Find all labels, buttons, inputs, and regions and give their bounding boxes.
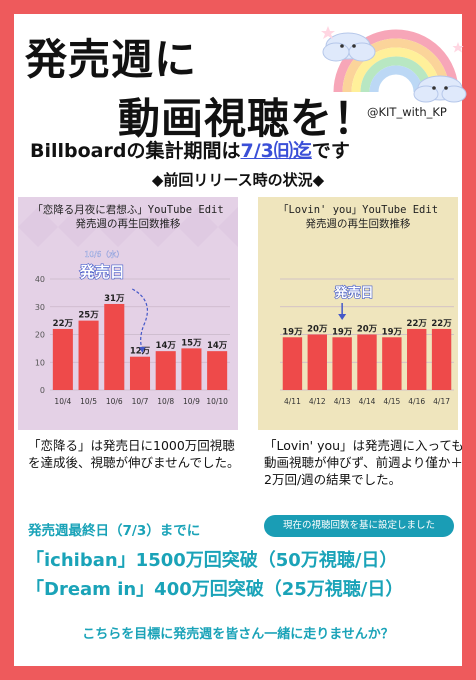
x-tick-label: 10/7 [132, 397, 149, 406]
description-left: 「恋降る」は発売日に1000万回視聴を達成後、視聴が伸びませんでした。 [28, 438, 240, 470]
billboard-prefix: Billboardの集計期間は [30, 140, 241, 162]
x-tick-label: 10/10 [206, 397, 228, 406]
title-line-2: 動画視聴を！ [118, 94, 377, 143]
footer-call-to-action: こちらを目標に発売週を皆さん一緒に走りませんか？ [82, 627, 394, 642]
annotation-release-day: 発売日 [79, 263, 125, 281]
bar-value-label: 14万 [156, 341, 177, 351]
chart-plot-2: 19万 4/11 20万 4/12 19万 4/13 20万 4/14 19万 4/15 22万 4/… [280, 278, 454, 406]
chart-subtitle-2: 発売週の再生回数推移 [305, 218, 411, 230]
diamond-pattern [18, 197, 238, 430]
goal-note-badge: 現在の視聴回数を基に設定しました [264, 515, 454, 537]
arrow-down-icon [338, 314, 347, 320]
previous-release-heading: ◆前回リリース時の状況◆ [151, 171, 325, 189]
y-tick-label: 30 [35, 303, 45, 312]
bar-value-label: 15万 [181, 338, 202, 348]
bar [307, 334, 327, 390]
annotation-release-day: 発売日 [334, 285, 374, 301]
x-tick-label: 10/6 [106, 397, 123, 406]
billboard-period: Billboardの集計期間は7/3㈰迄です [30, 136, 350, 163]
x-tick-label: 4/17 [433, 397, 450, 406]
bar-value-label: 20万 [357, 325, 378, 335]
goal-dream-in: 「Dream in」400万回突破（25万視聴/日） [26, 579, 404, 600]
bar-value-label: 25万 [78, 311, 99, 321]
arrow-head-icon [139, 347, 146, 353]
bar-value-label: 14万 [207, 341, 228, 351]
y-tick-label: 20 [35, 331, 45, 340]
chart-svg-1: 0 10 20 30 40 22万 10/4 25万 10/5 31万 10/6 12万 10/7 14万… [18, 197, 238, 430]
billboard-date: 7/3㈰迄 [240, 140, 312, 162]
bar-value-label: 31万 [104, 294, 125, 304]
bar [52, 328, 73, 390]
bar-value-label: 22万 [407, 319, 428, 329]
rainbow-cloud-icon [321, 26, 467, 103]
bar [207, 351, 228, 390]
bar [431, 328, 452, 390]
title-line-1: 発売週に [25, 35, 198, 84]
bar-value-label: 22万 [431, 319, 452, 329]
bar [129, 356, 151, 390]
bar [382, 337, 402, 390]
bar [357, 334, 377, 390]
annotation-date: 10/6（水） [85, 249, 124, 259]
bar [78, 320, 99, 390]
x-tick-label: 10/5 [80, 397, 97, 406]
bar [155, 351, 176, 390]
x-tick-label: 4/15 [383, 397, 400, 406]
x-tick-label: 4/13 [334, 397, 351, 406]
bar [181, 348, 202, 390]
chart-panel-koifuru: 0 10 20 30 40 22万 10/4 25万 10/5 31万 10/6 12万 10/7 14万… [18, 197, 238, 430]
bar-value-label: 20万 [307, 325, 328, 335]
bar-value-label: 22万 [53, 319, 74, 329]
goal-ichiban: 「ichiban」1500万回突破（50万視聴/日） [26, 550, 398, 571]
bar [332, 337, 352, 390]
x-tick-label: 10/8 [157, 397, 174, 406]
bar-value-label: 19万 [332, 327, 353, 337]
x-tick-label: 10/4 [54, 397, 71, 406]
y-tick-label: 10 [35, 358, 45, 367]
bar-value-label: 19万 [282, 327, 303, 337]
x-tick-label: 4/16 [408, 397, 425, 406]
bar [282, 337, 303, 390]
bar-value-label: 12万 [130, 347, 151, 357]
bar [407, 328, 427, 390]
chart-title-2: 「Lovin' you」YouTube Edit [277, 204, 439, 216]
x-tick-label: 4/12 [309, 397, 326, 406]
goal-heading: 発売週最終日（7/3）までに [28, 523, 201, 539]
bar [104, 303, 125, 390]
y-tick-label: 0 [40, 386, 45, 395]
x-tick-label: 4/11 [284, 397, 301, 406]
chart-panel-lovinyou: 19万 4/11 20万 4/12 19万 4/13 20万 4/14 19万 4/15 22万 4/… [258, 197, 458, 430]
x-tick-label: 10/9 [183, 397, 200, 406]
description-right: 「Lovin' you」は発売週に入っても動画視聴が伸びず、前週より僅か＋2万回… [264, 438, 464, 487]
twitter-handle: @KIT_with_KP [367, 105, 447, 119]
billboard-suffix: です [311, 140, 350, 162]
chart-plot-1: 0 10 20 30 40 22万 10/4 25万 10/5 31万 10/6 12万 10/7 14万… [35, 249, 230, 406]
bar-value-label: 19万 [382, 327, 403, 337]
y-tick-label: 40 [35, 275, 45, 284]
chart-svg-2: 19万 4/11 20万 4/12 19万 4/13 20万 4/14 19万 4/15 22万 4/… [280, 278, 454, 406]
chart-title-1: 「恋降る月夜に君想ふ」YouTube Edit [32, 204, 224, 216]
annotation-trend-arrow [131, 288, 148, 351]
chart-subtitle-1: 発売週の再生回数推移 [75, 218, 181, 230]
x-tick-label: 4/14 [359, 397, 376, 406]
